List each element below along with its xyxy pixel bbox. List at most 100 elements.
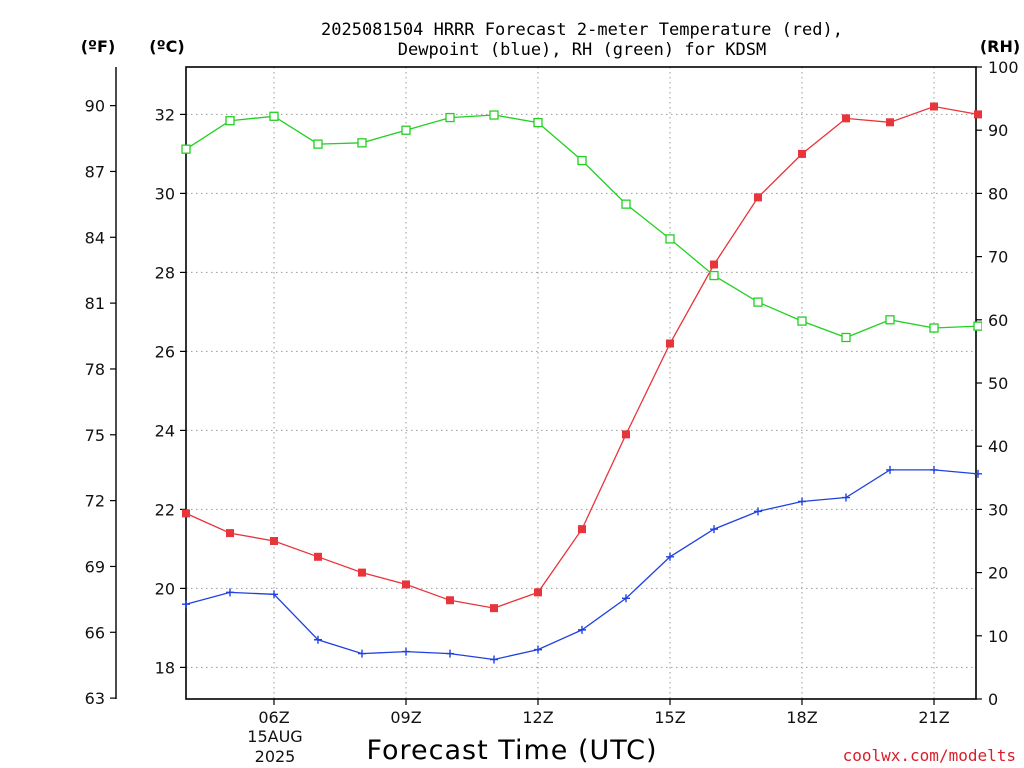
data-point-rh — [181, 144, 191, 154]
data-point-temperature — [226, 529, 234, 538]
data-point-dewpoint — [754, 507, 762, 516]
data-point-temperature — [490, 604, 498, 613]
celsius-unit-label: (ºC) — [149, 37, 184, 56]
data-point-rh — [489, 110, 499, 120]
rh-tick-label: 80 — [988, 184, 1008, 203]
data-point-rh — [225, 116, 235, 126]
data-point-temperature — [974, 110, 982, 119]
rh-tick-label: 40 — [988, 437, 1008, 456]
data-point-rh — [665, 234, 675, 244]
fahrenheit-tick-label: 78 — [85, 360, 105, 379]
data-point-rh — [313, 139, 323, 149]
data-point-rh — [973, 321, 982, 331]
rh-tick-label: 60 — [988, 311, 1008, 330]
data-point-temperature — [446, 596, 454, 605]
chart-subtitle: Dewpoint (blue), RH (green) for KDSM — [398, 40, 766, 60]
data-point-temperature — [402, 580, 410, 589]
x-date-year: 2025 — [255, 747, 296, 766]
celsius-tick-label: 20 — [155, 579, 175, 598]
rh-tick-label: 30 — [988, 500, 1008, 519]
grid-lines — [186, 67, 976, 699]
rh-tick-label: 20 — [988, 564, 1008, 583]
chart-title: 2025081504 HRRR Forecast 2-meter Tempera… — [321, 20, 843, 40]
data-point-temperature — [314, 552, 322, 561]
data-point-temperature — [270, 537, 278, 545]
rh-tick-label: 0 — [988, 690, 998, 709]
fahrenheit-tick-label: 63 — [85, 689, 105, 708]
x-tick-label: 21Z — [918, 708, 949, 727]
data-point-rh — [929, 323, 939, 333]
x-tick-label: 06Z — [258, 708, 289, 727]
tick-labels: 63 66 69 72 75 78 81 84 87 90 18 20 22 24 26 28 30 32 0 10 2… — [85, 58, 1019, 727]
fahrenheit-tick-label: 66 — [85, 623, 105, 642]
data-point-dewpoint — [710, 525, 718, 534]
x-tick-label: 09Z — [390, 708, 421, 727]
data-point-temperature — [754, 193, 762, 202]
rh-tick-label: 50 — [988, 374, 1008, 393]
celsius-tick-label: 28 — [155, 263, 175, 282]
rh-tick-label: 100 — [988, 58, 1019, 77]
data-point-dewpoint — [578, 625, 586, 634]
source-credit: coolwx.com/modelts — [843, 746, 1016, 765]
data-point-rh — [269, 111, 279, 121]
rh-tick-label: 70 — [988, 248, 1008, 267]
data-point-rh — [841, 332, 851, 343]
celsius-tick-label: 32 — [155, 105, 175, 124]
fahrenheit-tick-label: 69 — [85, 557, 105, 576]
data-point-dewpoint — [490, 655, 498, 664]
x-tick-label: 15Z — [654, 708, 685, 727]
x-date-day: 15AUG — [247, 727, 302, 746]
data-point-dewpoint — [182, 600, 190, 609]
data-point-temperature — [886, 118, 894, 127]
series-temperature — [182, 102, 982, 613]
fahrenheit-unit-label: (ºF) — [81, 37, 116, 56]
data-point-rh — [885, 315, 895, 325]
data-point-temperature — [358, 568, 366, 577]
data-point-temperature — [798, 149, 806, 158]
data-point-dewpoint — [270, 590, 278, 599]
data-point-temperature — [666, 339, 674, 348]
data-point-dewpoint — [666, 552, 674, 561]
series-rh — [181, 110, 982, 343]
rh-unit-label: (RH) — [980, 37, 1020, 56]
data-point-dewpoint — [798, 497, 806, 506]
rh-tick-label: 10 — [988, 627, 1008, 646]
x-tick-label: 18Z — [786, 708, 817, 727]
data-point-rh — [753, 297, 763, 307]
data-point-dewpoint — [226, 588, 234, 597]
data-point-temperature — [182, 509, 190, 518]
rh-tick-label: 90 — [988, 121, 1008, 140]
data-point-temperature — [710, 260, 718, 269]
celsius-tick-label: 18 — [155, 658, 175, 677]
data-point-rh — [401, 125, 411, 135]
data-point-dewpoint — [358, 649, 366, 658]
data-point-temperature — [930, 102, 938, 111]
fahrenheit-tick-label: 90 — [85, 97, 105, 116]
celsius-tick-label: 26 — [155, 342, 175, 361]
data-point-temperature — [578, 525, 586, 534]
data-point-rh — [621, 199, 631, 209]
x-tick-label: 12Z — [522, 708, 553, 727]
fahrenheit-tick-label: 84 — [85, 228, 105, 247]
data-point-dewpoint — [534, 645, 542, 654]
data-point-dewpoint — [622, 594, 630, 603]
celsius-tick-label: 30 — [155, 184, 175, 203]
data-point-rh — [445, 112, 455, 123]
fahrenheit-tick-label: 72 — [85, 492, 105, 511]
data-point-dewpoint — [974, 469, 982, 478]
celsius-tick-label: 24 — [155, 421, 175, 440]
series-line-rh — [185, 114, 979, 339]
data-point-dewpoint — [402, 647, 410, 656]
data-point-dewpoint — [446, 649, 454, 658]
data-point-temperature — [842, 114, 850, 123]
data-point-dewpoint — [314, 635, 322, 644]
data-point-rh — [533, 117, 543, 128]
fahrenheit-tick-label: 75 — [85, 426, 105, 445]
celsius-tick-label: 22 — [155, 500, 175, 519]
data-series — [181, 102, 982, 664]
axes — [110, 66, 982, 705]
fahrenheit-tick-label: 87 — [85, 162, 105, 181]
data-point-dewpoint — [842, 493, 850, 502]
series-dewpoint — [182, 465, 982, 664]
